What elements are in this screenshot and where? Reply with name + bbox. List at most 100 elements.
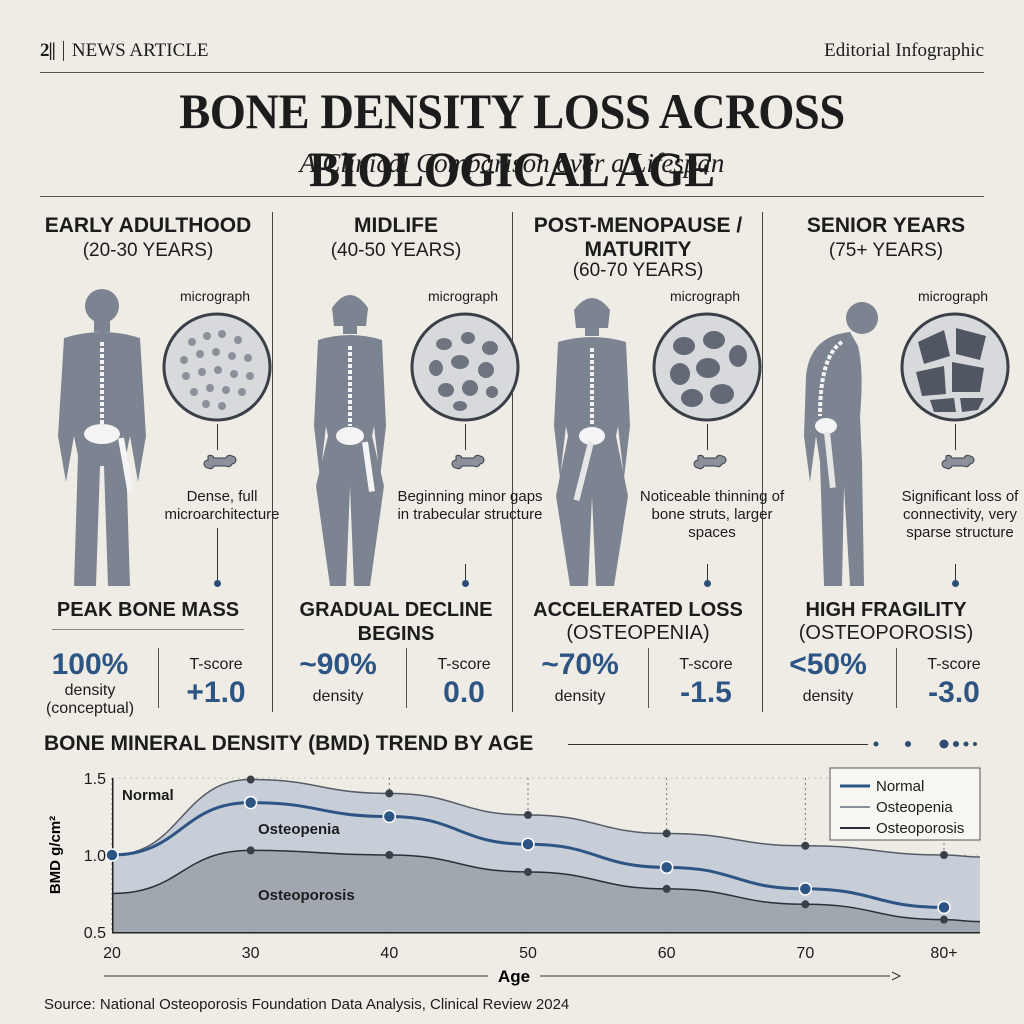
stage-status: HIGH FRAGILITY (805, 599, 967, 621)
osteoporosis-area (112, 850, 980, 932)
bone-icon (203, 454, 237, 470)
micrograph-label: micrograph (917, 288, 989, 304)
normal-point (105, 848, 119, 862)
legend-entry: Osteoporosis (876, 820, 964, 837)
stage-classification: (OSTEOPENIA) (566, 622, 710, 644)
stat-rule (52, 629, 244, 630)
chart-points (105, 775, 951, 924)
osteopenia-point (801, 841, 810, 850)
stage-column-midlife: MIDLIFE (40-50 YEARS) micrograph Beginni… (278, 208, 542, 718)
x-tick-label: 20 (103, 945, 121, 962)
tscore-label: T-score (927, 656, 981, 673)
osteoporosis-point (940, 915, 948, 924)
stage-column-senior-years: SENIOR YEARS (75+ YEARS) micrograph Sign… (768, 208, 1018, 718)
osteopenia-point (246, 775, 255, 784)
osteopenia-point (524, 810, 532, 819)
stage-column-early-adulthood: EARLY ADULTHOOD (20-30 YEARS) micrograph… (30, 208, 280, 718)
micrograph-minor-gaps-icon (410, 312, 520, 422)
region-label: Normal (122, 787, 174, 804)
tscore-label: T-score (437, 656, 491, 673)
x-axis-title-bg (488, 965, 540, 987)
y-tick-label: 1.5 (84, 771, 106, 788)
density-value: <50% (789, 648, 867, 681)
leader-line (955, 564, 956, 580)
leader-dot (462, 580, 469, 587)
stage-age-range: (60-70 YEARS) (572, 260, 704, 281)
bone-icon (941, 454, 975, 470)
legend-entry: Osteopenia (876, 799, 953, 816)
micrograph-sparse-icon (900, 312, 1010, 422)
tscore-value: -3.0 (928, 676, 980, 709)
y-axis-title: BMD g/cm² (47, 816, 64, 894)
density-label: density (312, 688, 364, 705)
normal-point (659, 860, 674, 875)
stage-age-range: (75+ YEARS) (828, 240, 944, 261)
male-body-illustration (58, 289, 146, 586)
x-tick-label: 60 (658, 945, 676, 962)
tscore-label: T-score (679, 656, 733, 673)
brand-divider (62, 41, 64, 61)
density-label: density (554, 688, 606, 705)
micrograph-label: micrograph (179, 288, 251, 304)
x-tick-label: 50 (519, 945, 537, 962)
legend-entry: Normal (876, 778, 924, 795)
mature-female-body-illustration (554, 298, 630, 586)
header-rule (40, 72, 984, 73)
stage-status: GRADUAL DECLINE BEGINS (299, 599, 493, 645)
micrograph-description: Beginning minor gaps in trabecular struc… (397, 488, 543, 523)
micrograph-label: micrograph (669, 288, 741, 304)
stage-title: MIDLIFE (354, 214, 438, 237)
column-divider (762, 212, 763, 712)
density-label: density (802, 688, 854, 705)
stage-title: SENIOR YEARS (806, 214, 966, 237)
tscore-value: -1.5 (680, 676, 732, 709)
masthead: 2|| NEWS ARTICLE Editorial Infographic (40, 40, 984, 68)
female-body-illustration (314, 295, 386, 586)
osteopenia-point (940, 851, 948, 859)
density-value: ~90% (299, 648, 377, 681)
tscore-value: 0.0 (443, 676, 485, 709)
x-axis-line (112, 932, 980, 934)
osteoporosis-point (662, 884, 671, 893)
bone-icon (693, 454, 727, 470)
column-divider (512, 212, 513, 712)
stage-title: EARLY ADULTHOOD (44, 214, 252, 237)
micrograph-dense-icon (162, 312, 272, 422)
micrograph-description: Dense, full microarchitecture (164, 488, 280, 523)
micrograph-label: micrograph (427, 288, 499, 304)
x-tick-label: 40 (380, 945, 398, 962)
brand: 2|| NEWS ARTICLE (40, 40, 208, 62)
osteoporosis-point (524, 867, 532, 876)
leader-dot (214, 580, 221, 587)
osteoporosis-point (801, 900, 810, 909)
leader-dot (704, 580, 711, 587)
column-divider (272, 212, 273, 712)
trend-title-rule (568, 744, 868, 745)
osteoporosis-point (246, 846, 255, 855)
bmd-trend-chart: 20 30 40 50 60 70 80+ 0.5 1.0 1.5 BMD g/cm² Age Nor… (47, 767, 981, 987)
x-axis-title: Age (498, 967, 530, 986)
density-value: 100% (51, 648, 129, 681)
normal-point (243, 795, 258, 810)
micrograph-description: Noticeable thinning of bone struts, larg… (639, 488, 785, 541)
editorial-label: Editorial Infographic (824, 40, 984, 61)
stage-age-range: (20-30 YEARS) (82, 240, 214, 261)
stat-divider (158, 648, 159, 708)
region-label: Osteopenia (258, 821, 340, 838)
y-tick-label: 1.0 (84, 848, 106, 865)
leader-line (465, 564, 466, 580)
stage-classification: (OSTEOPOROSIS) (798, 622, 974, 644)
osteoporosis-point (385, 851, 394, 859)
source-note: Source: National Osteoporosis Foundation… (44, 996, 570, 1013)
bone-icon (451, 454, 485, 470)
leader-line (707, 424, 708, 450)
stat-divider (648, 648, 649, 708)
y-tick-label: 0.5 (84, 925, 106, 942)
stat-divider (406, 648, 407, 708)
normal-point (937, 900, 951, 915)
chart-legend: Normal Osteopenia Osteoporosis (829, 767, 981, 841)
stage-age-range: (40-50 YEARS) (330, 240, 462, 261)
density-label: density (conceptual) (45, 682, 135, 717)
progress-dots-decoration (873, 739, 977, 749)
brand-logo: 2|| (40, 40, 56, 61)
